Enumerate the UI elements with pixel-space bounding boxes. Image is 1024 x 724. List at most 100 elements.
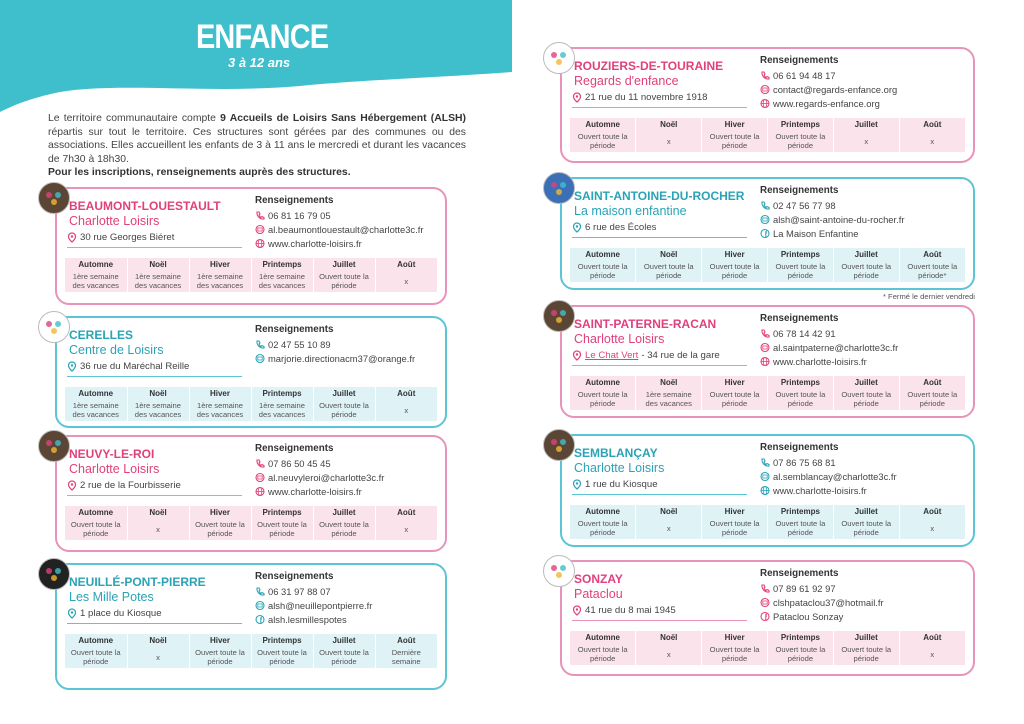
contact-text: www.charlotte-loisirs.fr xyxy=(268,238,362,249)
period-cell: 1ère semaine des vacances xyxy=(126,399,189,421)
period-cell: x xyxy=(374,518,437,540)
intro: Le territoire communautaire compte 9 Acc… xyxy=(48,112,466,180)
period-cell: Ouvert toute la période xyxy=(312,399,375,421)
contact-text: alsh@neuillepontpierre.fr xyxy=(268,600,373,611)
address-underline xyxy=(572,365,747,366)
season-header: Juillet xyxy=(832,376,900,388)
season-header: Noël xyxy=(635,505,702,517)
season-header: Printemps xyxy=(250,387,313,399)
card-address: 21 rue du 11 novembre 1918 xyxy=(572,92,708,103)
season-header: Hiver xyxy=(188,506,251,518)
card-name: NEUVY-LE-ROI xyxy=(69,447,155,461)
card-address: 1 rue du Kiosque xyxy=(572,479,658,490)
card: NEUILLÉ-PONT-PIERRE Les Mille Potes 1 plac… xyxy=(55,563,447,690)
intro-text: 9 Accueils de Loisirs Sans Hébergement (… xyxy=(220,113,467,124)
season-header: Août xyxy=(374,506,437,518)
card-organisation: Charlotte Loisirs xyxy=(69,462,160,476)
period-cell: Ouvert toute la période xyxy=(766,130,834,152)
season-header: Automne xyxy=(585,632,620,642)
period-cell: Ouvert toute la période xyxy=(832,517,900,539)
season-header: Juillet xyxy=(312,258,375,270)
address-text: 21 rue du 11 novembre 1918 xyxy=(585,92,708,103)
period-cell: Ouvert toute la période xyxy=(832,260,900,282)
contact-text: al.neuvyleroi@charlotte3c.fr xyxy=(268,472,385,483)
period-cell: Ouvert toute la période xyxy=(832,388,900,410)
contact-mail: al.neuvyleroi@charlotte3c.fr xyxy=(255,472,384,483)
period-cell: x xyxy=(635,643,702,665)
schedule-row: Ouvert toute la période x Ouvert toute la … xyxy=(570,130,965,152)
schedule-table: Automne Noël Hiver Printemps Juillet Août Ouve… xyxy=(65,506,437,540)
schedule-row: Ouvert toute la période x Ouvert toute la … xyxy=(570,517,965,539)
season-header: Juillet xyxy=(832,248,900,260)
card-organisation: Charlotte Loisirs xyxy=(574,332,665,346)
logo xyxy=(37,429,71,468)
address-underline xyxy=(572,620,747,621)
schedule-header-row: Automne Noël Hiver Printemps Juillet Août xyxy=(65,634,437,646)
card: SEMBLANÇAY Charlotte Loisirs 1 rue du Kios… xyxy=(560,434,975,547)
address-text: 1 place du Kiosque xyxy=(80,608,162,619)
period-cell: x xyxy=(126,646,189,668)
contact-facebook: Pataclou Sonzay xyxy=(760,611,843,622)
info-title: Renseignements xyxy=(255,195,334,206)
header-band xyxy=(0,0,512,112)
logo xyxy=(37,181,71,220)
period-cell: 1ère semaine des vacances xyxy=(250,399,313,421)
contact-phone: 07 89 61 92 97 xyxy=(760,583,836,594)
period-cell: Ouvert toute la période xyxy=(701,643,768,665)
card: NEUVY-LE-ROI Charlotte Loisirs 2 rue de la… xyxy=(55,435,447,552)
period-cell: x xyxy=(374,399,437,421)
schedule-row: Ouvert toute la période 1ère semaine des … xyxy=(570,388,965,410)
period-cell: Ouvert toute la période xyxy=(898,388,965,410)
schedule-table: Automne Noël Hiver Printemps Juillet Août 1ère… xyxy=(65,387,437,421)
contact-mail: contact@regards-enfance.org xyxy=(760,84,897,95)
schedule-table: Automne Noël Hiver Printemps Juillet Août Ouve… xyxy=(65,634,437,668)
schedule-header-row: Automne Noël Hiver Printemps Juillet Août xyxy=(65,506,437,518)
schedule-table: Automne Noël Hiver Printemps Juillet Août Ouve… xyxy=(570,631,965,665)
schedule-row: Ouvert toute la période x Ouvert toute la … xyxy=(65,518,437,540)
card-name: CERELLES xyxy=(69,328,134,342)
card-address: 6 rue des Écoles xyxy=(572,222,656,233)
intro-bold: Pour les inscriptions, renseignements au… xyxy=(48,167,351,178)
period-cell: Ouvert toute la période xyxy=(188,646,251,668)
logo xyxy=(542,554,576,593)
period-cell: Ouvert toute la période* xyxy=(898,260,965,282)
schedule-row: Ouvert toute la période Ouvert toute la p… xyxy=(570,260,965,282)
season-header: Juillet xyxy=(312,506,375,518)
period-cell: Ouvert toute la période xyxy=(766,643,834,665)
card: SAINT-PATERNE-RACAN Charlotte Loisirs Le C… xyxy=(560,305,975,418)
season-header: Printemps xyxy=(250,506,313,518)
season-header: Automne xyxy=(585,249,620,259)
info-title: Renseignements xyxy=(255,324,334,335)
info-title: Renseignements xyxy=(760,442,839,453)
contact-text: alsh@saint-antoine-du-rocher.fr xyxy=(773,214,905,225)
season-header: Printemps xyxy=(766,118,834,130)
period-cell: 1ère semaine des vacances xyxy=(126,270,189,292)
contact-web: www.charlotte-loisirs.fr xyxy=(255,238,362,249)
period-cell: 1ère semaine des vacances xyxy=(188,399,251,421)
season-header: Automne xyxy=(78,507,114,517)
contact-text: 02 47 55 10 89 xyxy=(268,339,331,350)
contact-text: 06 31 97 88 07 xyxy=(268,586,331,597)
contact-phone: 02 47 56 77 98 xyxy=(760,200,836,211)
schedule-header-row: Automne Noël Hiver Printemps Juillet Août xyxy=(570,118,965,130)
period-cell: x xyxy=(898,517,965,539)
contact-web: www.charlotte-loisirs.fr xyxy=(760,356,867,367)
period-cell: 1ère semaine des vacances xyxy=(72,401,119,419)
season-header: Juillet xyxy=(312,634,375,646)
card-address: 41 rue du 8 mai 1945 xyxy=(572,605,676,616)
schedule-header-row: Automne Noël Hiver Printemps Juillet Août xyxy=(570,631,965,643)
season-header: Printemps xyxy=(766,505,834,517)
address-underline xyxy=(572,494,747,495)
season-header: Hiver xyxy=(188,634,251,646)
period-cell: Ouvert toute la période xyxy=(832,643,900,665)
info-title: Renseignements xyxy=(760,313,839,324)
contact-phone: 06 81 16 79 05 xyxy=(255,210,331,221)
info-title: Renseignements xyxy=(760,55,839,66)
contact-text: al.semblancay@charlotte3c.fr xyxy=(773,471,897,482)
season-header: Noël xyxy=(126,387,189,399)
period-cell: Ouvert toute la période xyxy=(312,518,375,540)
card-name: ROUZIERS-DE-TOURAINE xyxy=(574,59,724,73)
season-header: Hiver xyxy=(701,631,768,643)
season-header: Noël xyxy=(126,634,189,646)
contact-text: www.charlotte-loisirs.fr xyxy=(773,356,867,367)
